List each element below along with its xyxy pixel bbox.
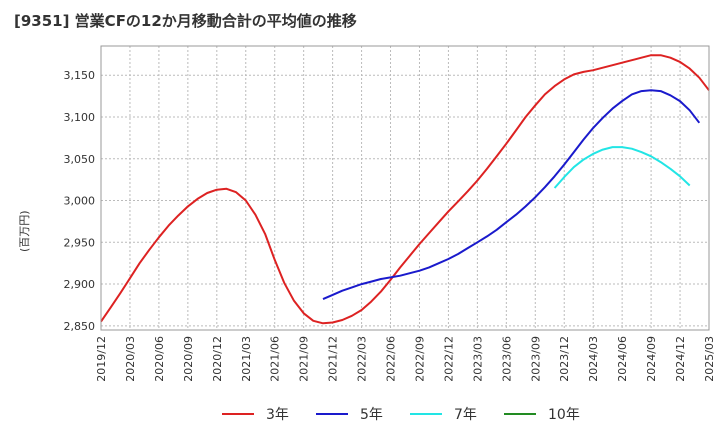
x-tick-label: 2021/12	[327, 336, 340, 382]
series-lines	[100, 54, 710, 325]
legend-swatch	[410, 413, 442, 415]
series-line-3年	[100, 54, 710, 325]
legend-item: 7年	[410, 404, 477, 424]
legend-swatch	[222, 413, 254, 415]
x-tick-label: 2024/03	[587, 336, 600, 382]
x-tick-label: 2023/03	[471, 336, 484, 382]
x-tick-label: 2021/06	[269, 336, 282, 382]
series-line-7年	[553, 146, 691, 189]
x-tick-label: 2024/06	[616, 336, 629, 382]
grid-lines	[101, 46, 709, 330]
legend-label: 3年	[266, 407, 289, 423]
x-tick-label: 2022/12	[442, 336, 455, 382]
plot-frame	[100, 45, 710, 331]
x-tick-labels: 2019/12 2020/03 2020/06 2020/09 2020/12 2021/…	[95, 336, 716, 382]
legend-swatch	[316, 413, 348, 415]
x-tick-label: 2024/12	[674, 336, 687, 382]
x-tick-label: 2023/09	[529, 336, 542, 382]
x-tick-label: 2022/06	[385, 336, 398, 382]
legend-item: 5年	[316, 404, 383, 424]
y-tick-label: 3,000	[64, 195, 96, 208]
x-tick-label: 2023/12	[558, 336, 571, 382]
chart-title: [9351] 営業CFの12か月移動合計の平均値の推移	[14, 12, 357, 30]
series-line-5年	[322, 89, 701, 301]
y-tick-label: 3,150	[64, 69, 96, 82]
x-tick-label: 2020/09	[182, 336, 195, 382]
x-tick-label: 2020/12	[211, 336, 224, 382]
y-tick-label: 2,900	[64, 278, 96, 291]
y-tick-label: 3,100	[64, 111, 96, 124]
y-tick-label: 2,950	[64, 236, 96, 249]
y-tick-label: 3,050	[64, 153, 96, 166]
x-tick-label: 2021/03	[240, 336, 253, 382]
y-tick-label: 2,850	[64, 320, 96, 333]
x-tick-label: 2020/06	[153, 336, 166, 382]
legend-label: 5年	[360, 407, 383, 423]
x-tick-label: 2023/06	[500, 336, 513, 382]
legend-item: 10年	[504, 404, 580, 424]
legend: 3年 5年 7年 10年	[0, 404, 720, 426]
x-tick-label: 2021/09	[298, 336, 311, 382]
y-tick-labels: 2,850 2,900 2,950 3,000 3,050 3,100 3,150	[64, 69, 96, 333]
x-tick-label: 2019/12	[95, 336, 108, 382]
x-tick-label: 2022/03	[356, 336, 369, 382]
legend-item: 3年	[222, 404, 289, 424]
legend-label: 10年	[548, 407, 580, 423]
x-tick-label: 2024/09	[645, 336, 658, 382]
x-tick-label: 2025/03	[703, 336, 716, 382]
x-tick-label: 2020/03	[124, 336, 137, 382]
legend-swatch	[504, 413, 536, 415]
legend-label: 7年	[454, 407, 477, 423]
x-tick-label: 2022/09	[413, 336, 426, 382]
